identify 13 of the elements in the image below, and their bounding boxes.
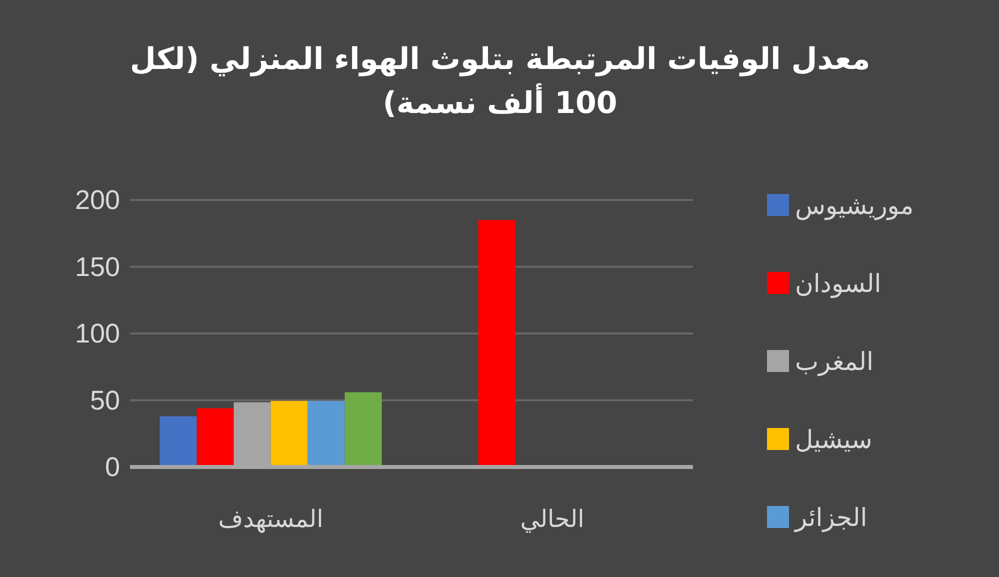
legend-label: السودان bbox=[795, 269, 882, 299]
legend-label: موريشيوس bbox=[795, 191, 914, 221]
x-tick-label: الحالي bbox=[520, 505, 584, 533]
x-tick-label: المستهدف bbox=[218, 505, 324, 533]
y-tick-label: 0 bbox=[104, 452, 120, 482]
y-tick-label: 50 bbox=[90, 385, 120, 416]
y-tick-label: 100 bbox=[74, 318, 120, 348]
chart-title: معدل الوفيات المرتبطة بتلوث الهواء المنزلي (لكل 100 ألف نسمة) bbox=[128, 41, 872, 123]
legend-label: المغرب bbox=[795, 347, 874, 377]
y-tick-label: 150 bbox=[74, 252, 120, 282]
legend-label: الجزائر bbox=[793, 503, 868, 533]
legend-label: سيشيل bbox=[795, 425, 872, 454]
y-tick-label: 200 bbox=[74, 185, 120, 215]
